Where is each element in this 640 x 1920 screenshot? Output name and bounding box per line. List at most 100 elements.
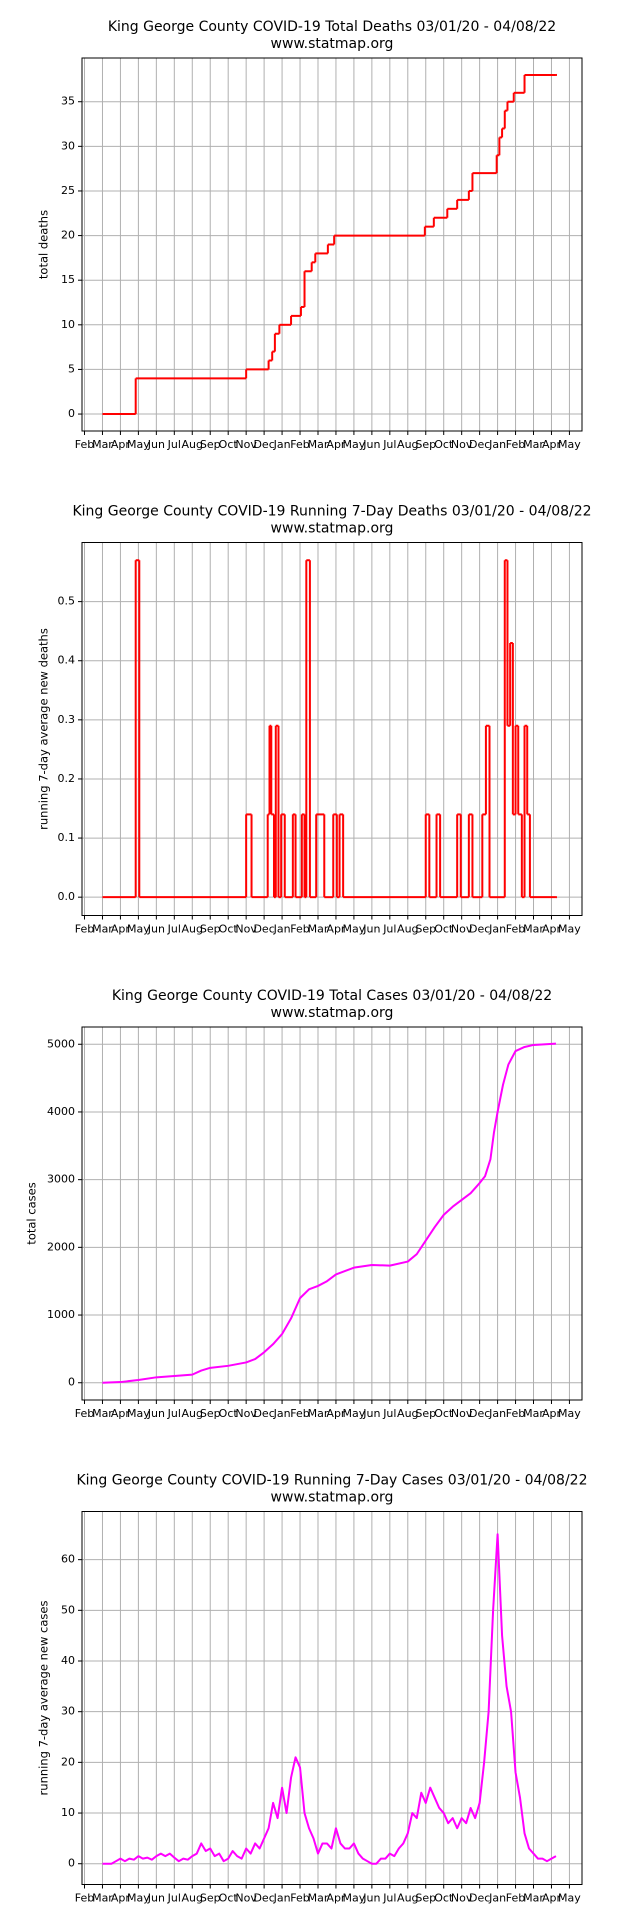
x-tick-label: Aug — [397, 923, 418, 936]
x-tick-label: Feb — [75, 923, 94, 936]
x-tick-label: Feb — [290, 1407, 309, 1420]
x-tick-label: Feb — [506, 438, 525, 451]
y-tick-label: 15 — [61, 273, 75, 286]
x-tick-label: Aug — [397, 1407, 418, 1420]
x-tick-label: May — [343, 923, 366, 936]
x-tick-label: Oct — [434, 923, 454, 936]
x-tick-label: Sep — [200, 923, 221, 936]
y-tick-label: 40 — [61, 1654, 75, 1667]
x-tick-label: Jan — [488, 923, 506, 936]
x-tick-label: Jun — [362, 1892, 380, 1905]
x-tick-label: May — [558, 1407, 581, 1420]
x-tick-label: Oct — [434, 438, 454, 451]
y-tick-label: 30 — [61, 139, 75, 152]
x-tick-label: Mar — [308, 1407, 329, 1420]
x-tick-label: Jul — [167, 1407, 181, 1420]
x-tick-label: Jun — [147, 438, 165, 451]
x-tick-label: Mar — [92, 1407, 113, 1420]
x-tick-label: Feb — [290, 1892, 309, 1905]
x-tick-label: Mar — [92, 923, 113, 936]
x-tick-label: Oct — [219, 1407, 239, 1420]
x-tick-label: Oct — [219, 1892, 239, 1905]
x-tick-label: Apr — [111, 923, 131, 936]
x-tick-label: Dec — [469, 1407, 490, 1420]
x-tick-label: Mar — [523, 923, 544, 936]
y-tick-label: 25 — [61, 184, 75, 197]
y-tick-label: 30 — [61, 1705, 75, 1718]
y-tick-label: 3000 — [47, 1173, 75, 1186]
chart: King George County COVID-19 Running 7-Da… — [37, 504, 592, 936]
x-tick-label: May — [343, 1407, 366, 1420]
y-tick-label: 0.4 — [58, 654, 76, 667]
line — [102, 1533, 557, 1865]
x-tick-label: Feb — [75, 1892, 94, 1905]
x-tick-label: Apr — [326, 923, 346, 936]
x-tick-label: Nov — [235, 923, 257, 936]
x-tick-label: May — [558, 1892, 581, 1905]
x-tick-label: Feb — [506, 923, 525, 936]
x-tick-label: Apr — [111, 1892, 131, 1905]
x-tick-label: Nov — [451, 1407, 473, 1420]
x-tick-label: Apr — [326, 438, 346, 451]
x-tick-label: May — [127, 923, 150, 936]
y-tick-label: 60 — [61, 1553, 75, 1566]
x-tick-label: Feb — [75, 1407, 94, 1420]
x-tick-label: Sep — [200, 1892, 221, 1905]
x-tick-label: Jun — [362, 438, 380, 451]
x-tick-label: Dec — [469, 1892, 490, 1905]
x-tick-label: May — [558, 923, 581, 936]
x-tick-label: Nov — [235, 1407, 257, 1420]
x-tick-label: Nov — [235, 438, 257, 451]
chart-title: King George County COVID-19 Running 7-Da… — [72, 504, 591, 520]
y-axis-label: total deaths — [37, 210, 51, 279]
x-tick-label: Apr — [111, 438, 131, 451]
x-tick-label: Apr — [542, 1892, 562, 1905]
x-tick-label: Jan — [273, 438, 291, 451]
x-tick-label: Apr — [542, 1407, 562, 1420]
x-tick-label: Nov — [451, 1892, 473, 1905]
y-tick-label: 5000 — [47, 1037, 75, 1050]
y-tick-label: 35 — [61, 95, 75, 108]
x-tick-label: Nov — [451, 438, 473, 451]
y-tick-label: 5 — [68, 362, 75, 375]
x-tick-label: Oct — [219, 438, 239, 451]
x-tick-label: Jan — [488, 438, 506, 451]
x-tick-label: Sep — [200, 438, 221, 451]
x-tick-label: Aug — [182, 923, 203, 936]
y-axis-label: running 7-day average new cases — [37, 1601, 51, 1796]
x-tick-label: May — [127, 1407, 150, 1420]
x-tick-label: Mar — [308, 923, 329, 936]
x-tick-label: Dec — [253, 438, 274, 451]
chart-subtitle: www.statmap.org — [271, 521, 394, 537]
x-tick-label: Nov — [451, 923, 473, 936]
y-tick-label: 0.1 — [58, 831, 76, 844]
y-tick-label: 0.2 — [58, 772, 76, 785]
x-tick-label: Sep — [415, 1892, 436, 1905]
x-tick-label: Jun — [147, 923, 165, 936]
chart-title: King George County COVID-19 Total Deaths… — [108, 19, 556, 35]
x-tick-label: Dec — [469, 923, 490, 936]
chart: King George County COVID-19 Total Cases … — [25, 988, 583, 1420]
x-tick-label: Apr — [326, 1407, 346, 1420]
x-tick-label: Jul — [382, 438, 396, 451]
x-tick-label: Aug — [182, 1892, 203, 1905]
x-tick-label: May — [343, 438, 366, 451]
x-tick-label: Feb — [506, 1407, 525, 1420]
plot-frame — [81, 1026, 583, 1401]
y-tick-label: 4000 — [47, 1105, 75, 1118]
x-tick-label: Oct — [219, 923, 239, 936]
y-tick-label: 0 — [68, 407, 75, 420]
x-tick-label: Jul — [167, 438, 181, 451]
y-tick-label: 20 — [61, 1755, 75, 1768]
y-tick-label: 0.5 — [58, 595, 76, 608]
y-tick-label: 50 — [61, 1603, 75, 1616]
x-tick-label: Aug — [182, 1407, 203, 1420]
x-tick-label: Jul — [167, 923, 181, 936]
y-tick-label: 0.3 — [58, 713, 76, 726]
x-tick-label: Mar — [308, 1892, 329, 1905]
x-tick-label: Feb — [290, 438, 309, 451]
plot-frame — [81, 542, 583, 916]
x-tick-label: Dec — [469, 438, 490, 451]
x-tick-label: May — [127, 1892, 150, 1905]
